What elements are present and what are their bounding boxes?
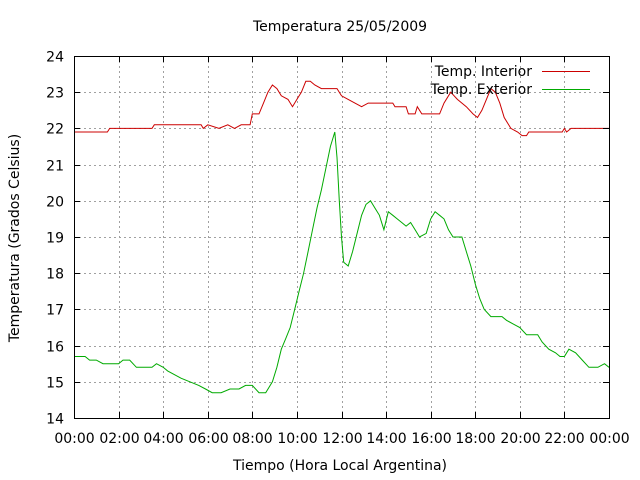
y-tick-label: 20 — [46, 195, 64, 211]
legend-label: Temp. Interior — [434, 64, 533, 80]
series-line-exterior — [74, 131, 610, 394]
x-tick-label: 08:00 — [232, 431, 272, 447]
y-tick-label: 17 — [46, 303, 64, 319]
x-tick-label: 10:00 — [277, 431, 317, 447]
chart-title: Temperatura 25/05/2009 — [252, 19, 427, 35]
y-tick-label: 15 — [46, 376, 64, 392]
axis-ticks — [74, 56, 610, 419]
y-tick-labels: 14 15 16 17 18 19 20 21 22 23 24 — [46, 50, 64, 428]
y-tick-label: 14 — [46, 412, 64, 428]
x-tick-label: 00:00 — [589, 431, 629, 447]
y-tick-label: 21 — [46, 159, 64, 175]
y-axis-label: Temperatura (Grados Celsius) — [7, 134, 23, 343]
x-tick-label: 22:00 — [544, 431, 584, 447]
x-tick-label: 12:00 — [322, 431, 362, 447]
x-tick-label: 04:00 — [143, 431, 183, 447]
legend-label: Temp. Exterior — [430, 82, 533, 98]
y-tick-label: 16 — [46, 340, 64, 356]
x-axis-label: Tiempo (Hora Local Argentina) — [232, 458, 447, 474]
x-tick-label: 16:00 — [411, 431, 451, 447]
series-line-interior — [74, 80, 609, 137]
x-tick-labels: 00:00 02:00 04:00 06:00 08:00 10:00 12:00 14:00… — [54, 431, 629, 447]
y-tick-label: 22 — [46, 122, 64, 138]
x-tick-label: 18:00 — [455, 431, 495, 447]
x-tick-label: 06:00 — [188, 431, 228, 447]
y-tick-label: 19 — [46, 231, 64, 247]
x-tick-label: 14:00 — [366, 431, 406, 447]
x-tick-label: 00:00 — [54, 431, 94, 447]
y-tick-label: 24 — [46, 50, 64, 66]
x-tick-label: 02:00 — [99, 431, 139, 447]
y-tick-label: 23 — [46, 86, 64, 102]
x-tick-label: 20:00 — [500, 431, 540, 447]
legend: Temp. Interior Temp. Exterior — [430, 64, 590, 98]
series-lines — [74, 80, 610, 394]
y-tick-label: 18 — [46, 267, 64, 283]
